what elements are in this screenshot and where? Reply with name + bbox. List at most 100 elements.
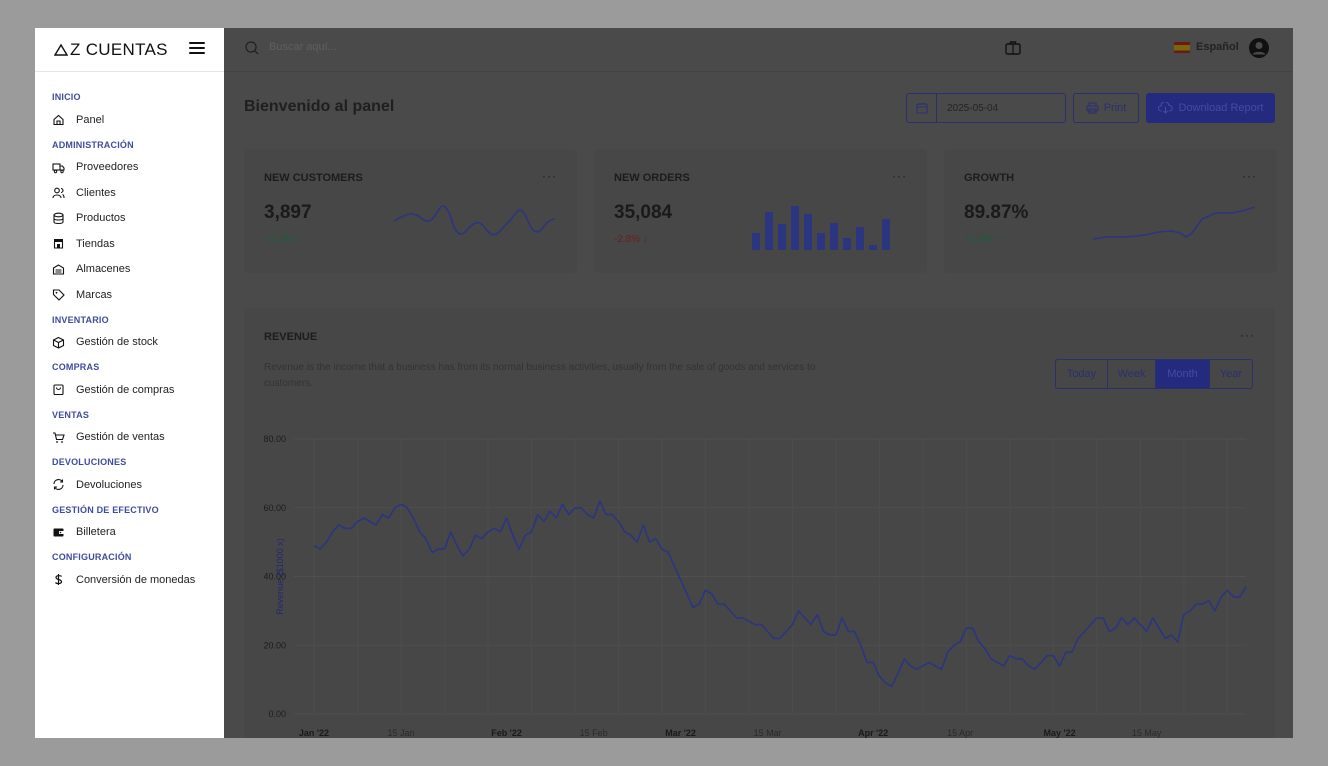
- hamburger-menu-icon[interactable]: [189, 42, 205, 56]
- nav-section: GESTIÓN DE EFECTIVO Billetera: [35, 505, 224, 546]
- card-value: 3,897: [264, 202, 312, 223]
- sidebar-item-gestión-de-stock[interactable]: Gestión de stock: [35, 330, 224, 356]
- arrow-down-icon: ↓: [642, 234, 648, 245]
- x-tick-label: 15 May: [1132, 728, 1162, 738]
- language-selector[interactable]: Español: [1174, 41, 1239, 53]
- sidebar-item-panel[interactable]: Panel: [35, 107, 224, 133]
- nav-section-title: COMPRAS: [52, 362, 100, 372]
- card-delta: +3.3% ↑: [264, 234, 301, 245]
- x-tick-label: 15 Apr: [947, 728, 973, 738]
- shopping-bag-icon: [52, 383, 65, 396]
- sidebar-item-label: Proveedores: [76, 161, 139, 174]
- x-tick-label: Mar '22: [665, 728, 696, 738]
- cart-icon: [52, 431, 65, 444]
- nav-section: INICIO Panel: [35, 92, 224, 133]
- x-tick-label: 15 Mar: [754, 728, 782, 738]
- calendar-icon[interactable]: [907, 94, 937, 122]
- y-tick-label: 0.00: [268, 709, 286, 719]
- range-year-button[interactable]: Year: [1219, 368, 1243, 380]
- x-tick-label: Jan '22: [299, 728, 329, 738]
- brand-name: Z CUENTAS: [70, 39, 168, 59]
- revenue-series-line: [313, 500, 1247, 688]
- card-title: NEW ORDERS: [614, 172, 690, 184]
- sidebar-item-clientes[interactable]: Clientes: [35, 180, 224, 206]
- arrow-up-icon: ↑: [995, 234, 1001, 245]
- language-label: Español: [1196, 41, 1239, 53]
- sidebar-item-conversión-de-monedas[interactable]: Conversión de monedas: [35, 567, 224, 593]
- card-menu-icon[interactable]: ···: [542, 169, 557, 183]
- range-month-button[interactable]: Month: [1156, 360, 1210, 388]
- search-input[interactable]: [269, 41, 569, 53]
- revenue-title: REVENUE: [264, 331, 318, 343]
- arrow-up-icon: ↑: [295, 234, 301, 245]
- nav-section: DEVOLUCIONES Devoluciones: [35, 457, 224, 498]
- sidebar-item-label: Tiendas: [76, 237, 115, 250]
- sidebar-item-label: Almacenes: [76, 263, 131, 276]
- nav-section-title: CONFIGURACIÓN: [52, 552, 132, 562]
- date-value[interactable]: 2025-05-04: [947, 102, 999, 114]
- users-icon: [52, 186, 65, 199]
- user-avatar-icon[interactable]: [1248, 37, 1270, 59]
- topbar: Español: [224, 28, 1293, 72]
- sidebar-item-label: Gestión de stock: [76, 336, 158, 349]
- sidebar-item-label: Panel: [76, 113, 105, 126]
- x-tick-label: 15 Jan: [387, 728, 414, 738]
- brand-logo[interactable]: Z CUENTAS: [54, 40, 168, 60]
- download-label: Download Report: [1178, 102, 1264, 114]
- sidebar-item-label: Clientes: [76, 186, 116, 199]
- nav-section-title: GESTIÓN DE EFECTIVO: [52, 504, 159, 515]
- sidebar-item-label: Devoluciones: [76, 478, 143, 491]
- spain-flag-icon: [1174, 41, 1190, 53]
- sidebar-item-billetera[interactable]: Billetera: [35, 520, 224, 546]
- revenue-card: REVENUE ··· Revenue is the income that a…: [244, 308, 1275, 738]
- y-tick-label: 80.00: [263, 434, 286, 444]
- sidebar-item-label: Conversión de monedas: [76, 573, 196, 586]
- card-delta: +2.8% ↑: [964, 234, 1001, 245]
- card-value: 35,084: [614, 202, 673, 223]
- sidebar-item-label: Gestión de compras: [76, 383, 175, 396]
- nav-section: CONFIGURACIÓN Conversión de monedas: [35, 552, 224, 593]
- y-tick-label: 40.00: [263, 572, 286, 582]
- sidebar-item-gestión-de-compras[interactable]: Gestión de compras: [35, 377, 224, 403]
- card-menu-icon[interactable]: ···: [1242, 169, 1257, 183]
- x-tick-label: Feb '22: [491, 728, 522, 738]
- nav-section-title: INICIO: [52, 92, 81, 102]
- range-today-button[interactable]: Today: [1056, 360, 1108, 388]
- store-icon: [52, 237, 65, 250]
- search-icon: [245, 41, 259, 55]
- sidebar-item-gestión-de-ventas[interactable]: Gestión de ventas: [35, 425, 224, 451]
- y-tick-label: 20.00: [263, 640, 286, 650]
- nav-section: ADMINISTRACIÓN Proveedores Clientes Product…: [35, 140, 224, 308]
- download-report-button[interactable]: Download Report: [1146, 93, 1275, 123]
- range-toggle: Today Week Month Year: [1055, 359, 1253, 389]
- new-orders-card: NEW ORDERS ··· 35,084 -2.8% ↓: [594, 149, 927, 273]
- warehouse-icon: [52, 263, 65, 276]
- box-icon: [52, 336, 65, 349]
- logo-bar: Z CUENTAS: [35, 28, 224, 72]
- sidebar-item-proveedores[interactable]: Proveedores: [35, 155, 224, 181]
- revenue-menu-icon[interactable]: ···: [1240, 328, 1255, 342]
- sidebar-item-almacenes[interactable]: Almacenes: [35, 257, 224, 283]
- card-delta: -2.8% ↓: [614, 234, 648, 245]
- sidebar-item-label: Productos: [76, 212, 126, 225]
- nav-section-title: ADMINISTRACIÓN: [52, 139, 134, 150]
- print-button[interactable]: Print: [1073, 93, 1139, 123]
- card-menu-icon[interactable]: ···: [892, 169, 907, 183]
- sidebar-item-marcas[interactable]: Marcas: [35, 282, 224, 308]
- refresh-icon: [52, 478, 65, 491]
- range-week-button[interactable]: Week: [1108, 360, 1156, 388]
- nav-section: INVENTARIO Gestión de stock: [35, 315, 224, 356]
- customers-sparkline: [393, 205, 556, 236]
- sidebar-item-devoluciones[interactable]: Devoluciones: [35, 472, 224, 498]
- sidebar-item-productos[interactable]: Productos: [35, 206, 224, 232]
- growth-card: GROWTH ··· 89.87% +2.8% ↑: [944, 149, 1277, 273]
- sidebar-item-tiendas[interactable]: Tiendas: [35, 231, 224, 257]
- sidebar-nav: INICIO Panel ADMINISTRACIÓN Proveedores Clie…: [35, 72, 224, 593]
- card-value: 89.87%: [964, 202, 1029, 223]
- date-picker[interactable]: 2025-05-04: [906, 93, 1066, 123]
- nav-section-title: VENTAS: [52, 409, 90, 420]
- printer-icon: [1086, 102, 1099, 114]
- briefcase-icon[interactable]: [1005, 40, 1021, 55]
- app-window: Z CUENTAS INICIO Panel ADMINISTRACIÓN Prove…: [35, 28, 1293, 738]
- sidebar-item-label: Billetera: [76, 526, 116, 539]
